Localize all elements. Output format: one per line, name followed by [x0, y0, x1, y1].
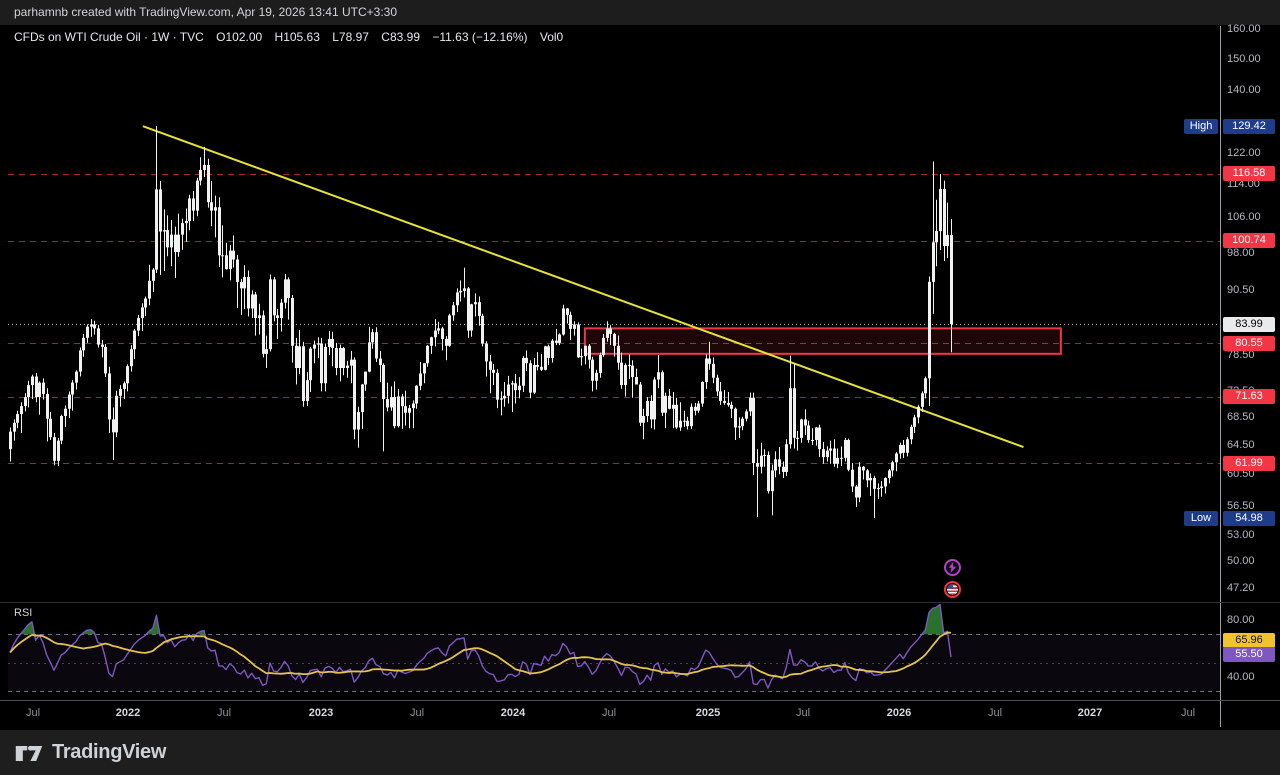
price-tick-label: 122.00: [1227, 147, 1261, 160]
symbol-title: CFDs on WTI Crude Oil · 1W · TVC: [14, 30, 204, 44]
volume-readout: Vol0: [539, 30, 564, 44]
price-tick-label: 68.50: [1227, 411, 1255, 424]
time-axis-label: 2026: [886, 707, 912, 719]
lightning-bolt-icon: [948, 562, 957, 573]
time-axis-label: Jul: [25, 707, 41, 719]
time-axis-label: 2027: [1077, 707, 1103, 719]
tradingview-brand-text[interactable]: TradingView: [52, 741, 167, 763]
price-tick-label: 160.00: [1227, 23, 1261, 35]
ohlc-open: O102.00: [216, 30, 263, 44]
tradingview-logo-icon[interactable]: [14, 740, 44, 766]
high-marker-label: High: [1184, 118, 1218, 134]
footer-bar: TradingView: [0, 730, 1280, 775]
symbol-header: CFDs on WTI Crude Oil · 1W · TVC O102.00…: [14, 30, 572, 44]
high-marker-badge: 129.42: [1223, 118, 1275, 134]
price-tick-label: 56.50: [1227, 499, 1255, 512]
price-tick-label: 47.20: [1227, 581, 1255, 594]
low-marker-badge: 54.98: [1223, 510, 1275, 526]
low-marker-label: Low: [1184, 510, 1218, 526]
time-axis-label: Jul: [1180, 707, 1196, 719]
price-tick-label: 90.50: [1227, 283, 1255, 296]
flag-canton: [947, 584, 954, 589]
time-axis-label: 2025: [695, 707, 721, 719]
rsi-value-badge: 55.50: [1223, 647, 1275, 663]
event-us-flag-icon[interactable]: [944, 581, 961, 598]
rsi-tick-label: 40.00: [1227, 671, 1255, 684]
time-axis-label: Jul: [601, 707, 617, 719]
price-tick-label: 150.00: [1227, 52, 1261, 65]
price-tick-label: 60.50: [1227, 468, 1255, 481]
price-level-badge: 116.58: [1223, 166, 1275, 182]
time-axis-label: 2022: [115, 707, 141, 719]
time-axis-separator: [0, 700, 1280, 701]
rsi-ma-badge: 65.96: [1223, 632, 1275, 648]
current-price-badge: 83.99: [1223, 316, 1275, 332]
price-tick-label: 98.00: [1227, 247, 1255, 260]
rsi-pane-title: RSI: [14, 607, 33, 619]
price-tick-label: 78.50: [1227, 348, 1255, 361]
price-tick-label: 140.00: [1227, 84, 1261, 97]
price-tick-label: 64.50: [1227, 438, 1255, 451]
price-level-badge: 80.55: [1223, 335, 1275, 351]
time-axis-label: Jul: [795, 707, 811, 719]
time-axis-label: 2024: [500, 707, 526, 719]
time-axis-label: 2023: [308, 707, 334, 719]
price-axis-separator: [1220, 26, 1221, 727]
time-axis-label: Jul: [409, 707, 425, 719]
price-tick-label: 106.00: [1227, 211, 1261, 224]
price-tick-label: 53.00: [1227, 528, 1255, 541]
ohlc-high: H105.63: [274, 30, 320, 44]
pane-separator[interactable]: [0, 602, 1280, 603]
attribution-text: parhamnb created with TradingView.com, A…: [14, 5, 398, 19]
price-change: −11.63 (−12.16%): [432, 30, 528, 44]
rsi-tick-label: 80.00: [1227, 614, 1255, 626]
ohlc-low: L78.97: [332, 30, 369, 44]
price-level-badge: 71.63: [1223, 389, 1275, 405]
price-tick-label: 114.00: [1227, 178, 1260, 191]
price-level-badge: 100.74: [1223, 233, 1275, 249]
time-axis-scale[interactable]: Jul 2022 Jul 2023 Jul 2024 Jul 2025 Jul 2026 Jul 20…: [0, 701, 1220, 727]
price-level-badge: 61.99: [1223, 455, 1275, 471]
time-axis-label: Jul: [216, 707, 232, 719]
us-flag-icon: [947, 584, 958, 595]
attribution-bar: parhamnb created with TradingView.com, A…: [0, 0, 1280, 25]
ohlc-close: C83.99: [381, 30, 420, 44]
price-axis-scale[interactable]: High 129.42 Low 54.98 83.99 65.96 55.50 …: [1184, 23, 1280, 700]
time-axis-label: Jul: [987, 707, 1003, 719]
event-lightning-icon[interactable]: [944, 559, 961, 576]
price-tick-label: 50.00: [1227, 555, 1255, 568]
